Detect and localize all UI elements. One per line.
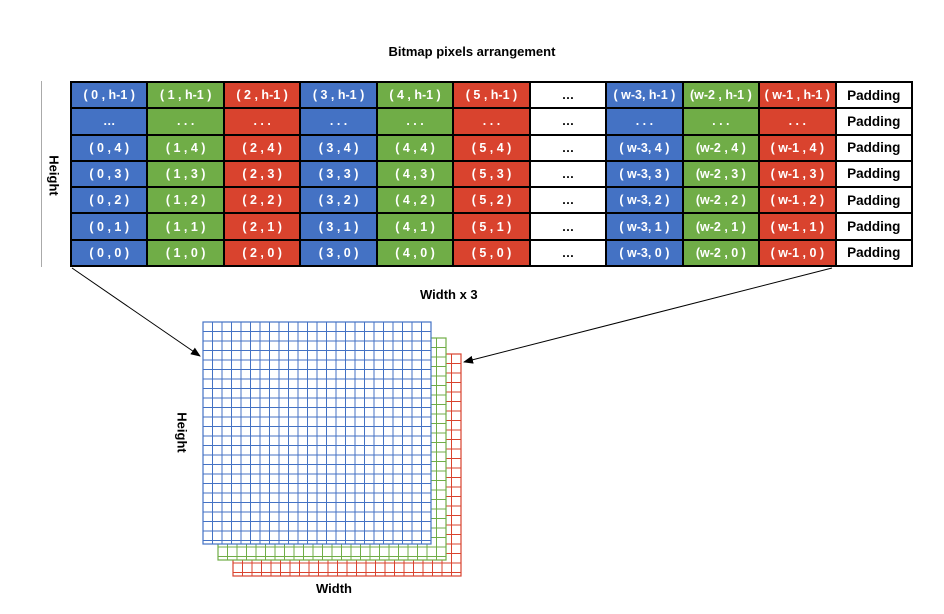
pixel-cell: ( 0 , 1 ): [72, 214, 147, 239]
pixel-cell: ( w-3, 2 ): [607, 188, 682, 213]
pixel-cell: ( w-1 , 2 ): [760, 188, 835, 213]
pixel-cell: ( 4 , 0 ): [377, 240, 453, 265]
arrow-left: [71, 267, 201, 357]
padding-cell: Padding: [836, 135, 911, 160]
padding-cell: Padding: [836, 109, 911, 134]
pixel-cell: ( w-3, 4 ): [607, 135, 682, 160]
pixel-cell: (w-2 , h-1 ): [683, 83, 759, 108]
pixel-cell: (w-2 , 4 ): [683, 135, 759, 160]
padding-cell: Padding: [836, 161, 911, 187]
diagram-title: Bitmap pixels arrangement: [388, 44, 556, 59]
pixel-cell: ( w-1 , 1 ): [760, 214, 835, 239]
pixel-cell: . . .: [224, 109, 300, 134]
pixel-cell: ( w-3, h-1 ): [607, 83, 682, 108]
pixel-cell: ( 1 , 1 ): [148, 214, 223, 239]
pixel-cell: ( 2 , 3 ): [224, 161, 300, 187]
pixel-cell: ( 5 , h-1 ): [454, 83, 529, 108]
pixel-cell: ( 1 , 4 ): [148, 135, 223, 160]
pixel-cell: ( 5 , 2 ): [454, 188, 529, 213]
arrow-right: [463, 267, 833, 364]
pixel-cell: …: [530, 161, 606, 187]
pixel-cell: ( 0 , 0 ): [72, 240, 147, 265]
pixel-cell: ( 0 , 2 ): [72, 188, 147, 213]
pixel-cell: ( 3 , h-1 ): [301, 83, 376, 108]
pixel-cell: ( 0 , 4 ): [72, 135, 147, 160]
pixel-cell: (w-2 , 0 ): [683, 240, 759, 265]
pixel-cell: ( 3 , 1 ): [301, 214, 376, 239]
pixel-cell: ( w-1 , 0 ): [760, 240, 835, 265]
pixel-cell: ( 2 , 4 ): [224, 135, 300, 160]
pixel-cell: . . .: [377, 109, 453, 134]
pixel-cell: ( w-3, 1 ): [607, 214, 682, 239]
pixel-cell: ( w-3, 0 ): [607, 240, 682, 265]
padding-cell: Padding: [836, 240, 911, 265]
pixel-cell: ( w-1 , h-1 ): [760, 83, 835, 108]
pixel-cell: ( 1 , h-1 ): [148, 83, 223, 108]
pixel-cell: ( 0 , h-1 ): [72, 83, 147, 108]
blue-channel-plane: [202, 321, 432, 545]
pixel-cell: . . .: [454, 109, 529, 134]
pixel-cell: ( 3 , 0 ): [301, 240, 376, 265]
height-axis-line: [41, 81, 42, 267]
pixel-cell: . . .: [760, 109, 835, 134]
width-x3-label: Width x 3: [420, 287, 478, 302]
pixel-cell: ( 0 , 3 ): [72, 161, 147, 187]
pixel-cell: (w-2 , 3 ): [683, 161, 759, 187]
pixel-cell: …: [530, 109, 606, 134]
pixel-cell: ( 4 , h-1 ): [377, 83, 453, 108]
pixel-cell: ( 5 , 4 ): [454, 135, 529, 160]
pixel-cell: ( 1 , 0 ): [148, 240, 223, 265]
pixel-cell: ( 2 , 1 ): [224, 214, 300, 239]
pixel-cell: . . .: [148, 109, 223, 134]
pixel-cell: ( w-3, 3 ): [607, 161, 682, 187]
pixel-cell: …: [530, 240, 606, 265]
pixel-cell: ( 5 , 3 ): [454, 161, 529, 187]
bitmap-pixel-table: ( 0 , h-1 )( 1 , h-1 )( 2 , h-1 )( 3 , h…: [70, 81, 913, 267]
pixel-cell: ( 4 , 4 ): [377, 135, 453, 160]
padding-cell: Padding: [836, 214, 911, 239]
pixel-cell: (w-2 , 2 ): [683, 188, 759, 213]
pixel-cell: ( 1 , 2 ): [148, 188, 223, 213]
pixel-cell: …: [530, 83, 606, 108]
pixel-cell: (w-2 , 1 ): [683, 214, 759, 239]
pixel-cell: ( 3 , 2 ): [301, 188, 376, 213]
pixel-cell: ( w-1 , 4 ): [760, 135, 835, 160]
pixel-cell: ( 4 , 2 ): [377, 188, 453, 213]
pixel-cell: ( 3 , 3 ): [301, 161, 376, 187]
pixel-cell: ( 1 , 3 ): [148, 161, 223, 187]
pixel-cell: ( 5 , 1 ): [454, 214, 529, 239]
pixel-cell: ( 2 , 2 ): [224, 188, 300, 213]
pixel-cell: ( 3 , 4 ): [301, 135, 376, 160]
pixel-cell: …: [530, 188, 606, 213]
padding-cell: Padding: [836, 188, 911, 213]
padding-cell: Padding: [836, 83, 911, 108]
pixel-cell: . . .: [301, 109, 376, 134]
pixel-cell: ( w-1 , 3 ): [760, 161, 835, 187]
pixel-cell: …: [530, 135, 606, 160]
pixel-cell: . . .: [683, 109, 759, 134]
pixel-cell: ( 4 , 3 ): [377, 161, 453, 187]
pixel-cell: ( 2 , 0 ): [224, 240, 300, 265]
pixel-cell: …: [530, 214, 606, 239]
pixel-cell: …: [72, 109, 147, 134]
pixel-cell: ( 4 , 1 ): [377, 214, 453, 239]
pixel-cell: ( 5 , 0 ): [454, 240, 529, 265]
width-label-bottom: Width: [316, 581, 352, 596]
pixel-cell: ( 2 , h-1 ): [224, 83, 300, 108]
height-label-bottom: Height: [174, 412, 190, 453]
pixel-cell: . . .: [607, 109, 682, 134]
